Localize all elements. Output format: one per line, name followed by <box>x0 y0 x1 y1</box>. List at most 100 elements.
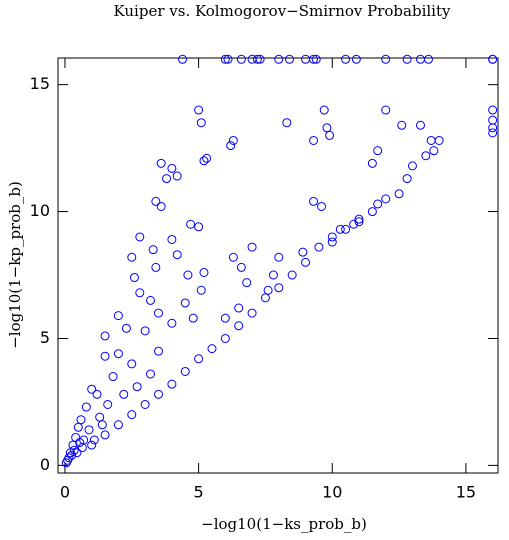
point <box>202 153 212 163</box>
x-tick-label: 15 <box>456 483 476 502</box>
point <box>199 267 209 277</box>
point <box>236 54 246 64</box>
point <box>394 189 404 199</box>
point <box>341 54 351 64</box>
point <box>129 273 139 283</box>
point <box>415 54 425 64</box>
point <box>77 443 87 453</box>
point <box>226 141 236 151</box>
point <box>119 389 129 399</box>
point <box>162 174 172 184</box>
point <box>341 224 351 234</box>
point <box>301 257 311 267</box>
x-axis-label: −log10(1−ks_prob_b) <box>201 515 367 533</box>
point <box>274 252 284 262</box>
point <box>236 262 246 272</box>
y-tick-label: 10 <box>30 201 50 220</box>
y-tick-label: 5 <box>40 328 50 347</box>
point <box>154 346 164 356</box>
x-tick-label: 0 <box>60 483 70 502</box>
point <box>87 384 97 394</box>
point <box>97 420 107 430</box>
point <box>92 389 102 399</box>
point <box>402 54 412 64</box>
point <box>220 333 230 343</box>
point <box>140 326 150 336</box>
point <box>354 214 364 224</box>
point <box>196 285 206 295</box>
point <box>180 298 190 308</box>
point <box>151 196 161 206</box>
y-tick-label: 15 <box>30 74 50 93</box>
point <box>135 232 145 242</box>
point <box>84 425 94 435</box>
point <box>247 308 257 318</box>
point <box>311 54 321 64</box>
point <box>69 445 79 455</box>
point <box>268 270 278 280</box>
point <box>309 135 319 145</box>
point <box>172 171 182 181</box>
point <box>113 349 123 359</box>
point <box>81 402 91 412</box>
point <box>148 245 158 255</box>
point <box>242 278 252 288</box>
point <box>186 219 196 229</box>
point <box>127 359 137 369</box>
point <box>196 118 206 128</box>
point <box>113 311 123 321</box>
point <box>373 199 383 209</box>
point <box>274 54 284 64</box>
point <box>167 379 177 389</box>
chart-title: Kuiper vs. Kolmogorov−Smirnov Probabilit… <box>114 2 451 20</box>
point <box>100 430 110 440</box>
point <box>194 105 204 115</box>
point <box>407 161 417 171</box>
point <box>194 222 204 232</box>
point <box>335 224 345 234</box>
point <box>178 54 188 64</box>
plot-frame <box>57 57 499 474</box>
point <box>194 354 204 364</box>
point <box>183 270 193 280</box>
x-tick-label: 5 <box>194 483 204 502</box>
point <box>354 217 364 227</box>
point <box>314 242 324 252</box>
point <box>228 252 238 262</box>
point <box>309 196 319 206</box>
point <box>309 54 319 64</box>
point <box>255 54 265 64</box>
point <box>100 351 110 361</box>
point <box>172 250 182 260</box>
point <box>284 54 294 64</box>
point <box>488 105 498 115</box>
point <box>434 135 444 145</box>
point <box>260 293 270 303</box>
point <box>167 318 177 328</box>
point <box>429 146 439 156</box>
point <box>207 344 217 354</box>
point <box>298 247 308 257</box>
point <box>87 440 97 450</box>
point <box>108 372 118 382</box>
point <box>223 54 233 64</box>
point <box>188 313 198 323</box>
point <box>145 295 155 305</box>
point <box>121 323 131 333</box>
point <box>127 252 137 262</box>
point <box>327 237 337 247</box>
point <box>397 120 407 130</box>
point <box>75 438 85 448</box>
point <box>488 128 498 138</box>
point <box>199 156 209 166</box>
point <box>127 410 137 420</box>
point <box>228 135 238 145</box>
point <box>263 285 273 295</box>
point <box>351 54 361 64</box>
point <box>234 321 244 331</box>
point <box>282 118 292 128</box>
point <box>301 54 311 64</box>
point <box>72 448 82 458</box>
point <box>488 123 498 133</box>
